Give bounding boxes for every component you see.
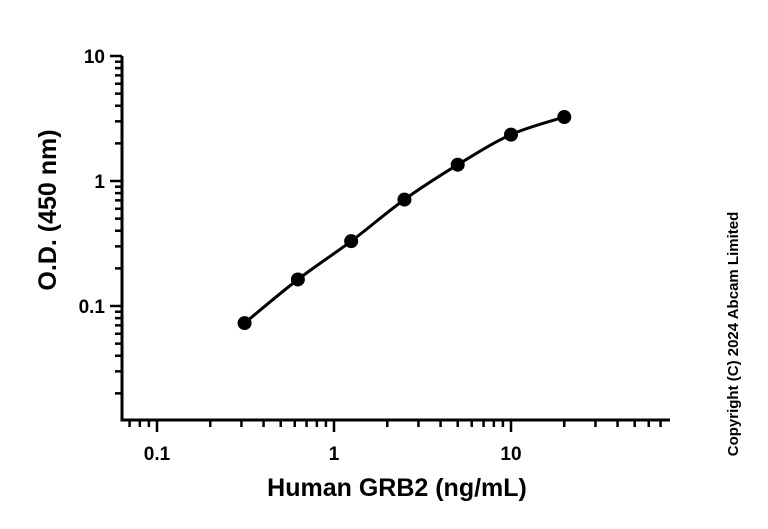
y-axis-title: O.D. (450 nm) — [34, 129, 62, 290]
fit-curves — [243, 115, 565, 325]
y-tick-label: 0.1 — [79, 297, 106, 318]
axes: 10 1 0.1 0.1 1 10 — [79, 47, 670, 465]
x-axis-title: Human GRB2 (ng/mL) — [267, 474, 527, 502]
y-tick-label: 1 — [94, 172, 105, 193]
data-points — [237, 110, 572, 331]
fit-curve — [243, 115, 565, 325]
data-point — [237, 316, 252, 331]
x-tick-label: 0.1 — [144, 444, 171, 465]
x-tick-label: 10 — [500, 444, 521, 465]
y-tick-label: 10 — [84, 47, 105, 68]
copyright-notice: Copyright (C) 2024 Abcam Limited — [725, 212, 742, 456]
data-point — [397, 192, 412, 207]
data-point — [344, 234, 359, 249]
data-point — [504, 127, 518, 142]
x-tick-label: 1 — [329, 444, 340, 465]
data-point — [450, 157, 465, 172]
data-point — [290, 272, 305, 287]
data-point — [557, 110, 572, 125]
